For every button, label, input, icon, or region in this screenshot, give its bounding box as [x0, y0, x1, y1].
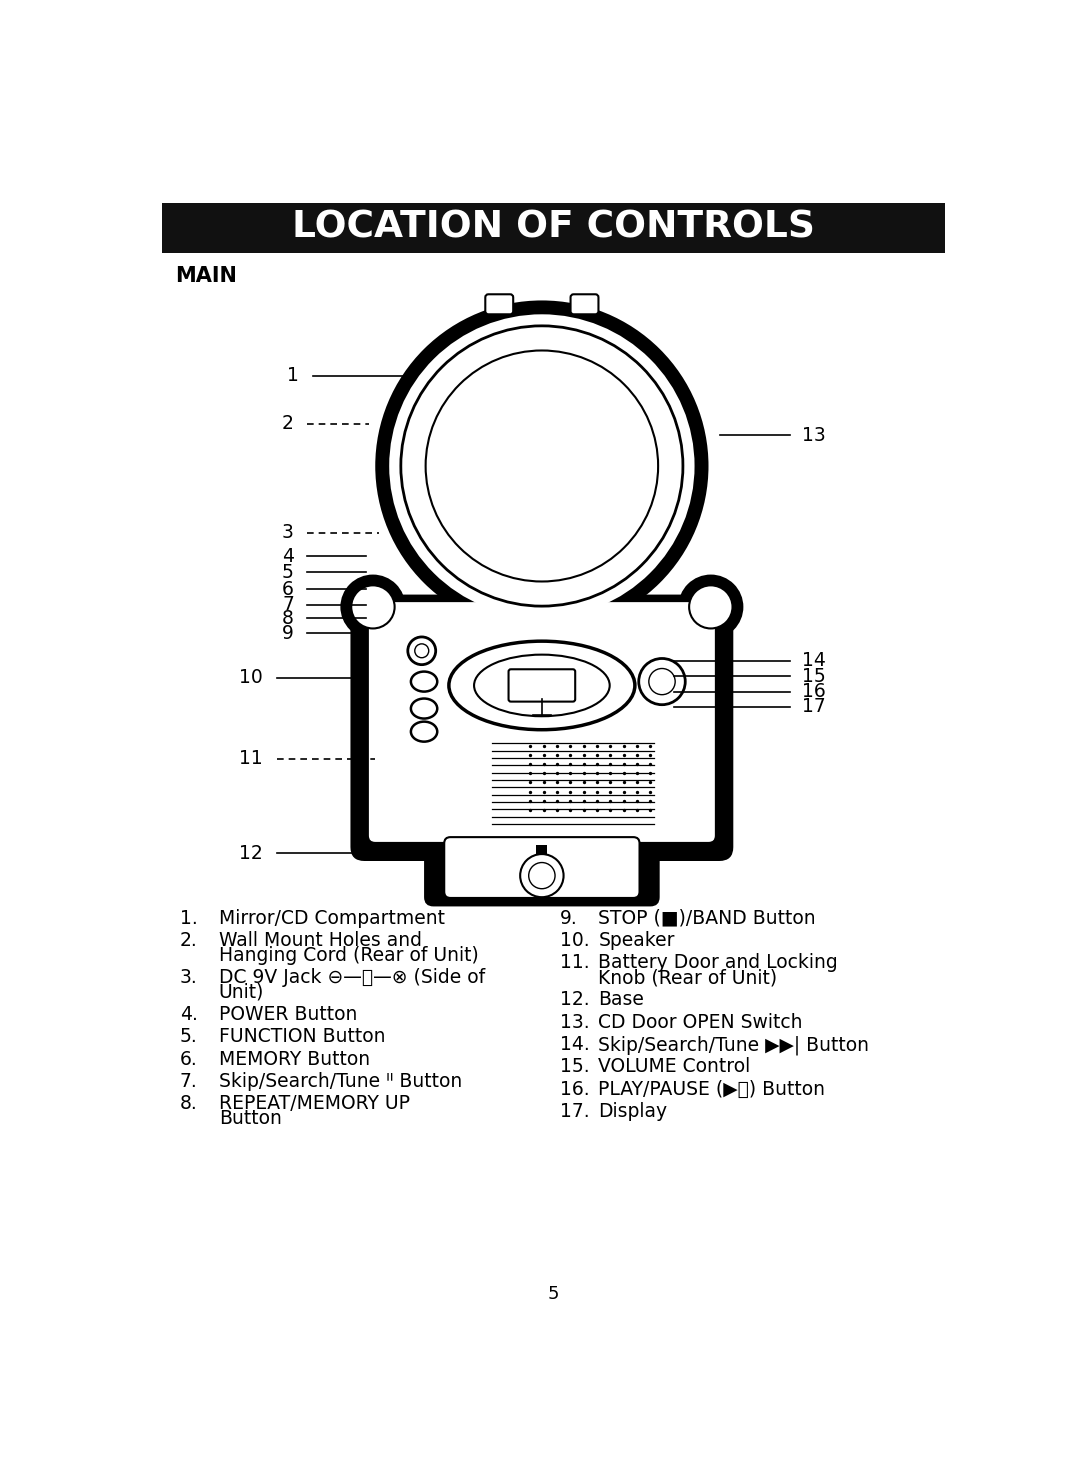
Text: 15.: 15. [559, 1058, 590, 1077]
Text: 14: 14 [801, 651, 825, 671]
Circle shape [678, 575, 743, 640]
Text: 6.: 6. [180, 1050, 198, 1069]
Text: Speaker: Speaker [598, 931, 675, 950]
FancyBboxPatch shape [424, 830, 660, 907]
Text: Skip/Search/Tune ᑊᑊ Button: Skip/Search/Tune ᑊᑊ Button [218, 1072, 462, 1092]
Text: 1.: 1. [180, 908, 198, 928]
Text: 9: 9 [282, 623, 294, 642]
Text: 6: 6 [282, 579, 294, 598]
Text: 9.: 9. [559, 908, 578, 928]
Circle shape [521, 854, 564, 897]
Bar [389, 606, 694, 629]
Circle shape [649, 669, 675, 694]
Bar [537, 845, 548, 854]
Circle shape [408, 637, 435, 665]
Bar [375, 604, 708, 635]
Circle shape [401, 326, 683, 606]
Circle shape [351, 585, 394, 628]
Text: 10.: 10. [559, 931, 590, 950]
Text: 16: 16 [801, 682, 825, 702]
Text: 5.: 5. [180, 1028, 198, 1046]
Text: 8: 8 [282, 609, 294, 628]
Text: 5: 5 [282, 563, 294, 582]
Text: 4.: 4. [180, 1004, 198, 1024]
FancyBboxPatch shape [367, 601, 716, 843]
Text: DC 9V Jack ⊖—Ⓢ—⊗ (Side of: DC 9V Jack ⊖—Ⓢ—⊗ (Side of [218, 967, 485, 987]
Circle shape [389, 315, 694, 617]
Text: 7.: 7. [180, 1072, 198, 1092]
Text: 2.: 2. [180, 931, 198, 950]
Text: 12: 12 [239, 843, 262, 863]
Text: 8.: 8. [180, 1094, 198, 1114]
Text: FUNCTION Button: FUNCTION Button [218, 1028, 386, 1046]
Text: Mirror/CD Compartment: Mirror/CD Compartment [218, 908, 445, 928]
Text: Hanging Cord (Rear of Unit): Hanging Cord (Rear of Unit) [218, 945, 478, 964]
Bar [375, 604, 708, 632]
Ellipse shape [410, 722, 437, 741]
Text: 1: 1 [287, 366, 299, 385]
Bar [389, 604, 694, 634]
Text: Wall Mount Holes and: Wall Mount Holes and [218, 931, 421, 950]
Text: PLAY/PAUSE (▶⏸) Button: PLAY/PAUSE (▶⏸) Button [598, 1080, 825, 1099]
Text: 3: 3 [282, 523, 294, 542]
Text: Battery Door and Locking: Battery Door and Locking [598, 953, 838, 972]
FancyBboxPatch shape [509, 669, 576, 702]
Text: STOP (■)/BAND Button: STOP (■)/BAND Button [598, 908, 816, 928]
Ellipse shape [410, 699, 437, 718]
Text: 16.: 16. [559, 1080, 590, 1099]
Text: 17.: 17. [559, 1102, 590, 1121]
Circle shape [638, 659, 685, 705]
Text: 15: 15 [801, 666, 825, 685]
Circle shape [689, 585, 732, 628]
Text: Display: Display [598, 1102, 667, 1121]
Text: LOCATION OF CONTROLS: LOCATION OF CONTROLS [292, 210, 815, 245]
Text: 3.: 3. [180, 967, 198, 987]
Text: Base: Base [598, 991, 645, 1009]
Text: 11: 11 [239, 749, 262, 768]
Circle shape [375, 300, 708, 632]
FancyBboxPatch shape [485, 294, 513, 315]
Bar [162, 202, 945, 253]
Text: 11.: 11. [559, 953, 590, 972]
Text: MAIN: MAIN [175, 266, 238, 287]
FancyBboxPatch shape [570, 294, 598, 315]
Text: VOLUME Control: VOLUME Control [598, 1058, 751, 1077]
Text: CD Door OPEN Switch: CD Door OPEN Switch [598, 1013, 802, 1032]
Text: 17: 17 [801, 697, 825, 716]
Text: 2: 2 [282, 414, 294, 433]
Text: 14.: 14. [559, 1035, 590, 1055]
Text: MEMORY Button: MEMORY Button [218, 1050, 369, 1069]
Text: 5: 5 [548, 1285, 559, 1303]
FancyBboxPatch shape [350, 595, 733, 861]
Ellipse shape [474, 654, 610, 716]
FancyBboxPatch shape [444, 837, 639, 898]
Circle shape [415, 644, 429, 657]
Circle shape [340, 575, 405, 640]
Text: 12.: 12. [559, 991, 590, 1009]
Text: Unit): Unit) [218, 982, 265, 1001]
Ellipse shape [410, 672, 437, 691]
Text: Button: Button [218, 1109, 282, 1128]
Text: 13.: 13. [559, 1013, 590, 1032]
Text: Skip/Search/Tune ▶▶| Button: Skip/Search/Tune ▶▶| Button [598, 1035, 869, 1055]
Ellipse shape [449, 641, 635, 730]
Text: 7: 7 [282, 595, 294, 614]
Circle shape [529, 863, 555, 889]
Text: POWER Button: POWER Button [218, 1004, 357, 1024]
Text: 13: 13 [801, 425, 825, 445]
Text: 10: 10 [239, 668, 262, 687]
Text: REPEAT/MEMORY UP: REPEAT/MEMORY UP [218, 1094, 409, 1114]
Text: 4: 4 [282, 546, 294, 566]
Circle shape [426, 350, 658, 582]
Text: Knob (Rear of Unit): Knob (Rear of Unit) [598, 967, 778, 987]
